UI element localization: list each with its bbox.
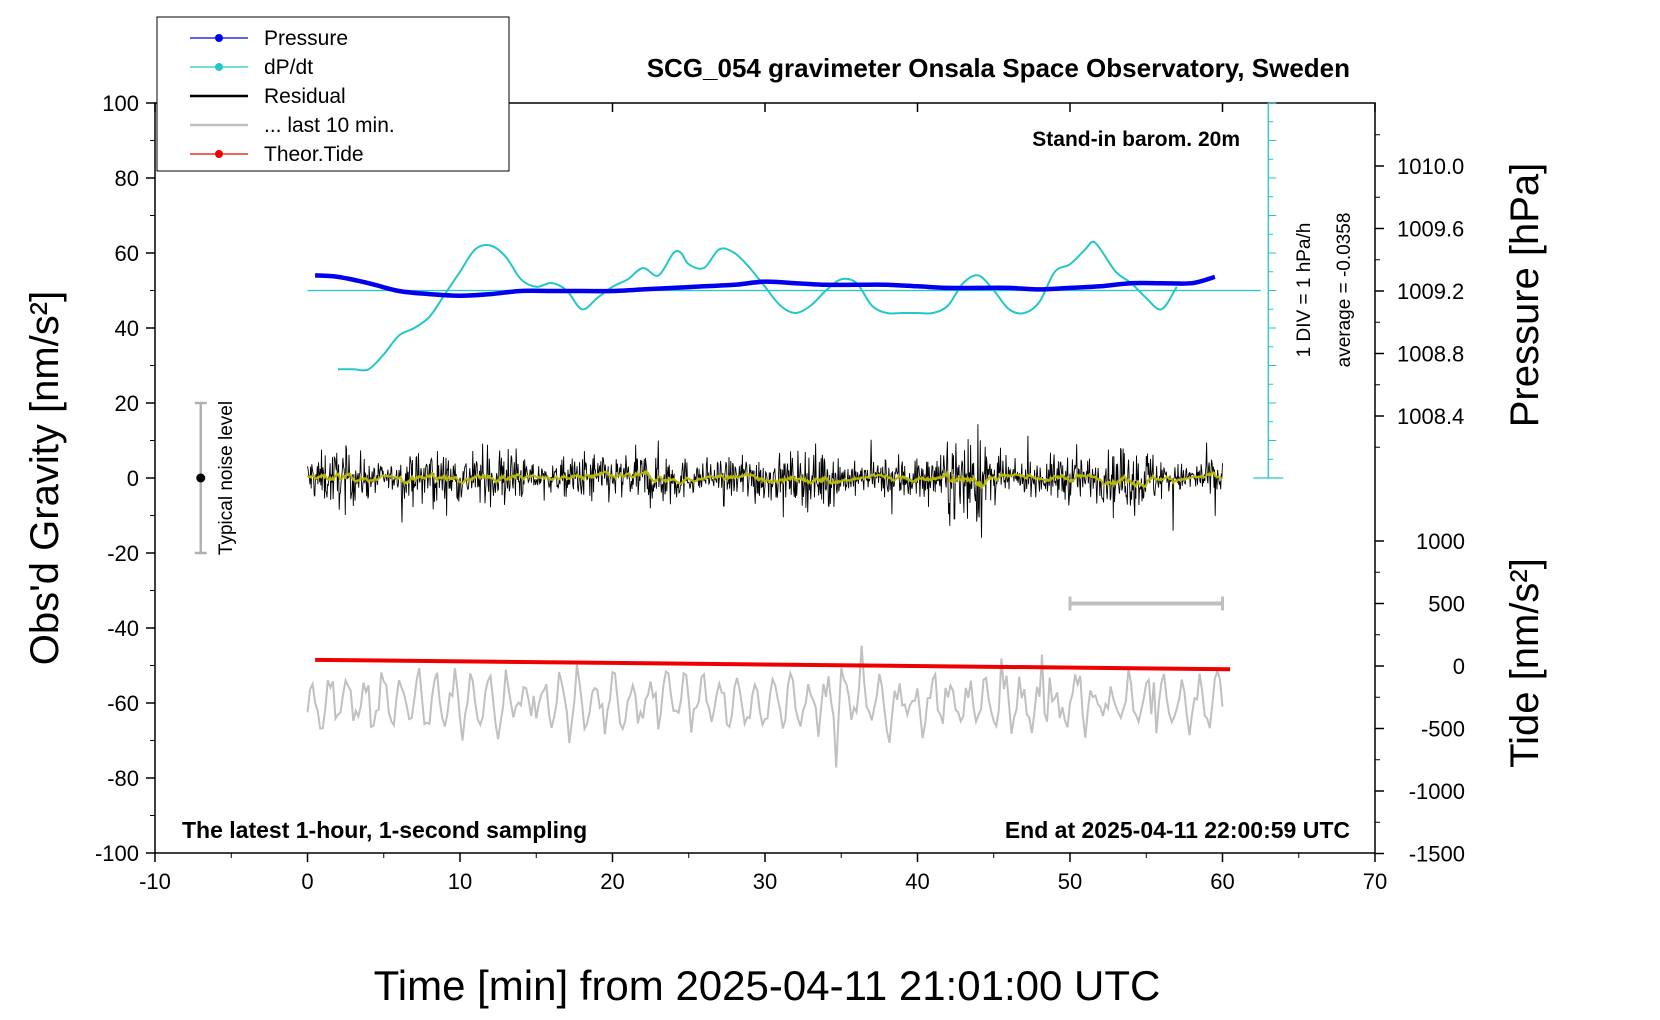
bottom-right-note: End at 2025-04-11 22:00:59 UTC xyxy=(1005,817,1350,843)
legend-marker xyxy=(215,34,223,42)
x-tick-label: 30 xyxy=(753,869,777,894)
data-layer xyxy=(194,102,1284,768)
y-tick-label: 20 xyxy=(115,391,139,416)
y-axis-label-pressure: Pressure [hPa] xyxy=(1503,163,1547,428)
tide-tick-label: -1500 xyxy=(1409,842,1465,867)
tide-line xyxy=(315,657,1231,672)
legend: Pressure dP/dt Residual ... last 10 min. The… xyxy=(156,16,510,172)
pressure-tick-label: 1008.4 xyxy=(1397,404,1464,429)
x-tick-label: 20 xyxy=(600,869,624,894)
chart-title: SCG_054 gravimeter Onsala Space Observat… xyxy=(647,53,1350,83)
pressure-tick-label: 1008.8 xyxy=(1397,342,1464,367)
x-tick-label: -10 xyxy=(139,869,171,894)
legend-marker xyxy=(215,150,223,158)
y-tick-label: 0 xyxy=(127,466,139,491)
noise-bar-center xyxy=(196,473,206,483)
axis-ticks: -10 0 10 20 30 40 50 60 70100806040200-20-40-60-… xyxy=(95,91,1465,894)
barometer-note: Stand-in barom. 20m xyxy=(1032,128,1240,151)
x-tick-label: 70 xyxy=(1363,869,1387,894)
legend-items: Pressure dP/dt Residual ... last 10 min. The… xyxy=(190,27,395,166)
residual-smooth-line xyxy=(306,469,1224,490)
legend-box xyxy=(156,16,510,172)
y-tick-label: 60 xyxy=(115,241,139,266)
y-axis-label-tide: Tide [nm/s²] xyxy=(1503,558,1547,768)
y-tick-label: -60 xyxy=(107,691,139,716)
y-tick-label: -20 xyxy=(107,541,139,566)
x-tick-label: 10 xyxy=(448,869,472,894)
pressure-tick-label: 1009.2 xyxy=(1397,279,1464,304)
tide-tick-label: 1000 xyxy=(1416,529,1465,554)
x-tick-label: 40 xyxy=(905,869,929,894)
x-tick-label: 60 xyxy=(1210,869,1234,894)
bottom-left-note: The latest 1-hour, 1-second sampling xyxy=(182,817,587,843)
dpdt-average-label: average = -0.0358 xyxy=(1334,213,1355,368)
legend-label: Pressure xyxy=(264,27,348,50)
legend-label: dP/dt xyxy=(264,56,313,79)
y-tick-label: -80 xyxy=(107,766,139,791)
pressure-tick-label: 1010.0 xyxy=(1397,154,1464,179)
legend-label: Theor.Tide xyxy=(264,143,364,166)
residual-line xyxy=(307,424,1223,538)
last10-line xyxy=(306,645,1224,768)
x-tick-label: 50 xyxy=(1058,869,1082,894)
y-tick-label: 100 xyxy=(102,91,139,116)
y-axis-label-left: Obs'd Gravity [nm/s²] xyxy=(23,291,67,665)
y-tick-label: -100 xyxy=(95,841,139,866)
y-tick-label: -40 xyxy=(107,616,139,641)
y-tick-label: 40 xyxy=(115,316,139,341)
dpdt-line xyxy=(338,240,1178,372)
tide-tick-label: -500 xyxy=(1421,717,1465,742)
noise-level-label: Typical noise level xyxy=(216,401,237,555)
y-tick-label: 80 xyxy=(115,166,139,191)
tide-tick-label: -1000 xyxy=(1409,779,1465,804)
dpdt-scale-label: 1 DIV = 1 hPa/h xyxy=(1294,223,1315,358)
pressure-line xyxy=(314,273,1216,298)
x-axis-label: Time [min] from 2025-04-11 21:01:00 UTC xyxy=(374,962,1161,1009)
legend-label: Residual xyxy=(264,85,346,108)
tide-tick-label: 0 xyxy=(1453,654,1465,679)
legend-label: ... last 10 min. xyxy=(264,114,395,137)
x-tick-label: 0 xyxy=(301,869,313,894)
legend-marker xyxy=(215,63,223,71)
pressure-tick-label: 1009.6 xyxy=(1397,217,1464,242)
tide-tick-label: 500 xyxy=(1428,592,1465,617)
